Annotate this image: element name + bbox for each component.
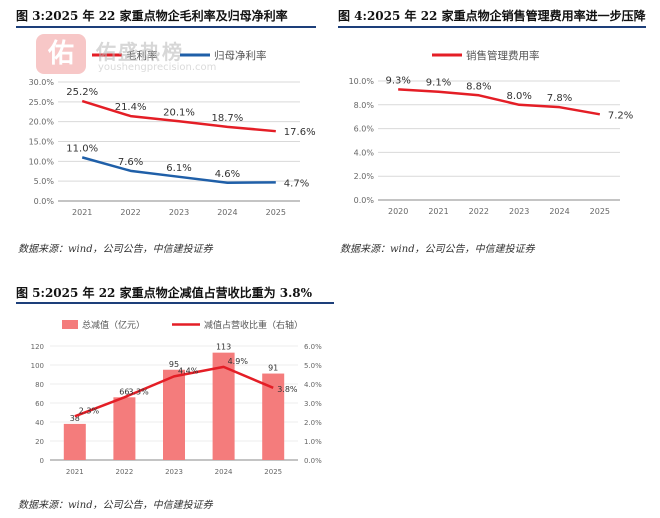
figure5-chart: 0 20 40 60 80 100 120 0.0% 1.0% 2.0% 3.0% 4.0% 5.0% 6… <box>31 319 323 476</box>
figure4-source: 数据来源：wind，公司公告，中信建投证券 <box>340 244 535 255</box>
y-tick-label: 25.0% <box>29 98 55 107</box>
legend-label: 减值占营收比重（右轴） <box>204 319 303 331</box>
bar-value-label: 113 <box>216 343 231 352</box>
data-label: 7.2% <box>608 110 633 121</box>
data-label: 8.8% <box>466 81 491 92</box>
y-tick-label: 0.0% <box>34 197 55 206</box>
y-right-tick-label: 6.0% <box>304 343 322 351</box>
x-tick-label: 2024 <box>215 468 233 476</box>
data-label: 17.6% <box>284 127 316 138</box>
y-tick-label: 4.0% <box>354 148 375 157</box>
figure3-title: 图 3:2025 年 22 家重点物企毛利率及归母净利率 <box>16 9 288 23</box>
data-label: 11.0% <box>66 143 98 154</box>
data-label: 7.6% <box>118 157 143 168</box>
data-label: 25.2% <box>66 87 98 98</box>
y-left-tick-label: 120 <box>31 343 44 351</box>
legend-label: 毛利率 <box>126 49 158 62</box>
ratio-value-label: 3.8% <box>277 385 298 394</box>
x-tick-label: 2023 <box>165 468 183 476</box>
x-tick-label: 2021 <box>72 208 92 217</box>
y-left-tick-label: 80 <box>35 381 44 389</box>
figure5-title: 图 5:2025 年 22 家重点物企减值占营收比重为 3.8% <box>16 286 313 300</box>
x-tick-label: 2022 <box>115 468 133 476</box>
figure3-chart: 0.0% 5.0% 10.0% 15.0% 20.0% 25.0% 30.0% 2021 202… <box>29 49 316 217</box>
figure5-source: 数据来源：wind，公司公告，中信建投证券 <box>18 500 213 511</box>
y-tick-label: 20.0% <box>29 118 55 127</box>
ratio-line <box>74 365 274 418</box>
y-tick-label: 15.0% <box>29 138 55 147</box>
x-tick-label: 2025 <box>590 207 610 216</box>
figure3-title-rule <box>16 26 316 28</box>
bar-value-label: 95 <box>169 360 179 369</box>
bar <box>212 352 235 460</box>
data-label: 9.1% <box>426 78 451 89</box>
data-label: 18.7% <box>212 113 244 124</box>
ratio-value-label: 2.3% <box>79 406 100 415</box>
x-tick-label: 2020 <box>388 207 408 216</box>
y-tick-label: 8.0% <box>354 101 375 110</box>
data-label: 7.8% <box>547 93 572 104</box>
y-right-tick-label: 3.0% <box>304 400 322 408</box>
data-label: 4.6% <box>215 169 240 180</box>
x-tick-label: 2025 <box>264 468 282 476</box>
series-line <box>81 156 276 185</box>
y-tick-label: 5.0% <box>34 177 55 186</box>
legend-label: 总减值（亿元） <box>82 319 145 331</box>
y-right-tick-label: 2.0% <box>304 419 322 427</box>
y-right-tick-label: 1.0% <box>304 438 322 446</box>
y-left-tick-label: 40 <box>35 419 44 427</box>
legend-label: 归母净利率 <box>214 49 267 62</box>
y-left-tick-label: 0 <box>40 457 44 465</box>
data-label: 9.3% <box>385 75 410 86</box>
x-tick-label: 2021 <box>66 468 84 476</box>
y-right-tick-label: 5.0% <box>304 362 322 370</box>
x-tick-label: 2023 <box>509 207 529 216</box>
y-tick-label: 10.0% <box>349 77 375 86</box>
x-tick-label: 2022 <box>120 208 140 217</box>
x-tick-label: 2024 <box>549 207 569 216</box>
ratio-value-label: 3.3% <box>128 387 149 396</box>
ratio-value-label: 4.4% <box>178 366 199 375</box>
bar-value-label: 38 <box>70 414 80 423</box>
series-line <box>398 88 601 116</box>
y-left-tick-label: 20 <box>35 438 44 446</box>
x-tick-label: 2021 <box>428 207 448 216</box>
data-label: 6.1% <box>166 163 191 174</box>
bar <box>63 423 86 460</box>
x-tick-label: 2025 <box>266 208 286 217</box>
y-left-tick-label: 60 <box>35 400 44 408</box>
data-label: 4.7% <box>284 178 309 189</box>
figure4-chart: 0.0% 2.0% 4.0% 6.0% 8.0% 10.0% 2020 2021 2022 202… <box>349 49 634 216</box>
bar <box>262 373 285 460</box>
y-right-tick-label: 4.0% <box>304 381 322 389</box>
x-tick-label: 2022 <box>469 207 489 216</box>
figure5-title-rule <box>16 302 334 304</box>
series-line <box>81 99 276 133</box>
figure4-title: 图 4:2025 年 22 家重点物企销售管理费用率进一步压降 <box>338 9 646 23</box>
figure3-source: 数据来源：wind，公司公告，中信建投证券 <box>18 244 213 255</box>
legend-swatch <box>62 320 78 329</box>
y-tick-label: 2.0% <box>354 172 375 181</box>
data-label: 20.1% <box>163 107 195 118</box>
x-tick-label: 2023 <box>169 208 189 217</box>
bar <box>113 397 136 460</box>
data-label: 8.0% <box>506 91 531 102</box>
y-tick-label: 30.0% <box>29 78 55 87</box>
y-left-tick-label: 100 <box>31 362 44 370</box>
y-tick-label: 6.0% <box>354 125 375 134</box>
y-tick-label: 10.0% <box>29 157 55 166</box>
bar-value-label: 66 <box>119 387 129 396</box>
y-tick-label: 0.0% <box>354 196 375 205</box>
x-tick-label: 2024 <box>217 208 237 217</box>
bar <box>163 369 185 460</box>
legend-label: 销售管理费用率 <box>466 49 540 62</box>
bar-value-label: 91 <box>268 364 278 373</box>
figure4-title-rule <box>338 26 646 28</box>
ratio-value-label: 4.9% <box>228 357 249 366</box>
data-label: 21.4% <box>115 102 147 113</box>
y-right-tick-label: 0.0% <box>304 457 322 465</box>
